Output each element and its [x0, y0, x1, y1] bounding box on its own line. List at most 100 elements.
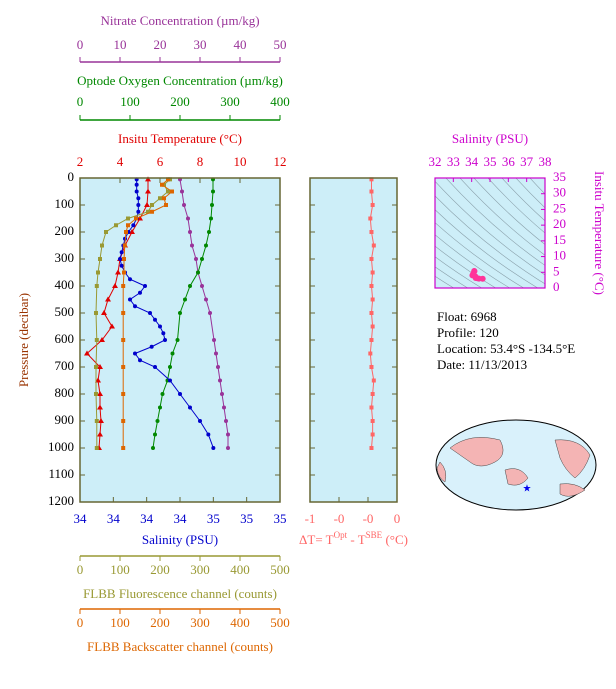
data-point: [188, 284, 192, 288]
data-point: [134, 182, 139, 187]
x-tick-label: -1: [305, 511, 316, 526]
data-point: [208, 311, 212, 315]
plot-frame: [79, 177, 281, 503]
x-tick-label: 38: [539, 154, 552, 169]
data-point: [129, 229, 135, 234]
y-tick-label: 800: [55, 385, 75, 400]
data-point: [121, 365, 126, 369]
data-point: [146, 209, 150, 214]
data-point: [114, 223, 118, 228]
data-point: [226, 432, 230, 437]
x-tick-label: 12: [274, 154, 287, 169]
data-point: [371, 378, 376, 383]
plot-background: [310, 178, 397, 502]
data-point: [109, 323, 115, 329]
y-tick-label: 30: [553, 185, 566, 200]
data-point: [206, 432, 211, 437]
x-tick-label: 10: [114, 37, 127, 52]
x-tick-label: 30: [194, 37, 207, 52]
x-tick-label: 100: [110, 615, 130, 630]
x-axis-title: Nitrate Concentration (µm/kg): [100, 13, 259, 28]
x-tick-label: 34: [140, 511, 154, 526]
y-tick-label: 400: [55, 277, 75, 292]
data-point: [94, 338, 99, 342]
data-point: [196, 270, 200, 275]
data-point: [94, 365, 98, 369]
data-point: [118, 257, 122, 261]
y-tick-label: 35: [553, 169, 566, 184]
data-point: [170, 351, 175, 356]
data-point: [122, 243, 127, 248]
x-tick-label: 32: [429, 154, 442, 169]
x-tick-label: 100: [120, 94, 140, 109]
data-point: [479, 275, 486, 282]
data-point: [371, 243, 376, 248]
data-point: [119, 263, 124, 268]
density-contour: [435, 195, 545, 285]
density-contour: [501, 178, 545, 222]
density-contour: [445, 178, 545, 266]
data-point: [164, 203, 168, 207]
data-point: [370, 432, 375, 437]
y-tick-label: 200: [55, 223, 75, 238]
data-point: [121, 419, 126, 423]
x-tick-label: 0: [77, 562, 84, 577]
float-info: Float: 6968: [437, 309, 497, 324]
data-point: [200, 284, 204, 288]
data-point: [145, 176, 151, 182]
data-point: [131, 223, 136, 228]
y-tick-label: 15: [553, 232, 566, 247]
density-contour: [435, 266, 469, 288]
data-point: [97, 431, 103, 437]
data-point: [158, 405, 162, 410]
data-point: [97, 404, 103, 410]
x-tick-label: 200: [150, 562, 170, 577]
data-point: [369, 284, 374, 288]
data-point: [134, 189, 139, 194]
data-point: [369, 365, 374, 369]
data-point: [94, 311, 98, 315]
density-contour: [515, 178, 545, 209]
x-tick-label: 300: [220, 94, 240, 109]
x-tick-label: 300: [190, 615, 210, 630]
x-tick-label: 33: [447, 154, 460, 169]
data-point: [158, 196, 162, 201]
plot-background: [435, 178, 545, 288]
data-point: [136, 203, 141, 207]
x-axis-title: Optode Oxygen Concentration (µm/kg): [77, 73, 283, 88]
data-point: [188, 230, 192, 234]
density-contour: [529, 178, 545, 195]
x-tick-label: 34: [74, 511, 88, 526]
data-point: [126, 216, 130, 221]
x-tick-label: 400: [270, 94, 290, 109]
y-tick-label: 0: [553, 279, 560, 294]
x-axis-title: Insitu Temperature (°C): [118, 131, 242, 146]
data-point: [368, 351, 373, 356]
data-point: [163, 338, 167, 342]
data-point: [369, 177, 374, 182]
data-point: [124, 230, 128, 234]
data-point: [98, 257, 102, 261]
data-point: [121, 446, 126, 450]
x-tick-label: 500: [270, 562, 290, 577]
data-point: [175, 338, 180, 342]
x-tick-label: 100: [110, 562, 130, 577]
profile-line: [152, 179, 214, 449]
data-point: [188, 405, 192, 410]
data-point: [216, 365, 220, 369]
y-tick-label: 0: [68, 169, 75, 184]
x-tick-label: 0: [77, 615, 84, 630]
data-point: [369, 189, 374, 194]
x-tick-label: 34: [465, 154, 479, 169]
y-tick-label: 900: [55, 412, 75, 427]
data-point: [369, 257, 374, 261]
data-point: [207, 230, 211, 234]
data-point: [101, 310, 107, 315]
x-tick-label: 50: [274, 37, 287, 52]
density-contour: [435, 209, 539, 288]
data-point: [368, 216, 373, 221]
plot-background: [80, 178, 280, 502]
data-point: [138, 358, 142, 363]
data-point: [162, 196, 166, 201]
